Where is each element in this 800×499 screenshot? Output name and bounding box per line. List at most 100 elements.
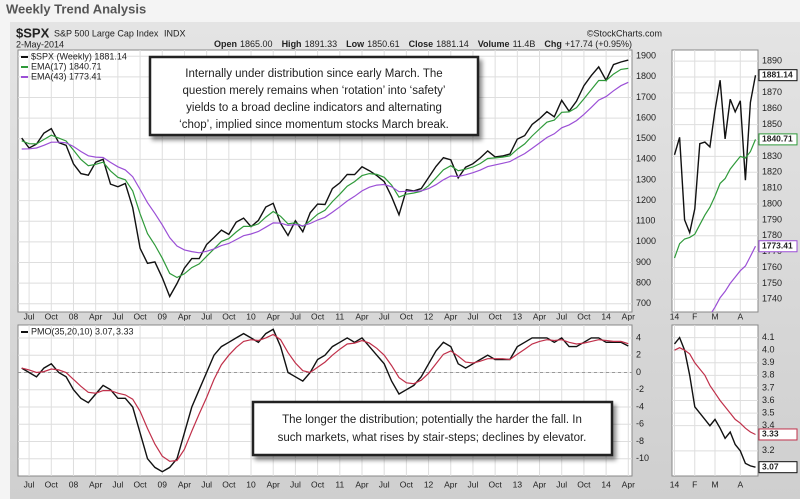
- x-tick-label: Jul: [112, 311, 123, 321]
- x-tick-label: 14: [601, 311, 611, 321]
- x-tick-label: 14: [601, 479, 611, 489]
- x-tick-label: Apr: [178, 479, 191, 489]
- x-tick-label: Jul: [201, 311, 212, 321]
- x-tick-label: Oct: [222, 479, 236, 489]
- x-tick-label: 10: [246, 311, 256, 321]
- index-name: S&P 500 Large Cap Index: [54, 28, 159, 38]
- x-tick-label: Oct: [311, 311, 325, 321]
- x-tick-label: A: [737, 311, 743, 321]
- x-tick-label: Apr: [355, 311, 368, 321]
- x-tick-label: Jul: [112, 479, 123, 489]
- x-tick-label: Jul: [556, 479, 567, 489]
- x-tick-label: 09: [158, 311, 168, 321]
- legend-label: 3.33: [116, 326, 134, 336]
- last-value-label: 3.07: [762, 461, 779, 471]
- legend-label: EMA(17) 1840.71: [31, 61, 102, 71]
- last-value-box: [758, 69, 798, 82]
- quote-label: High: [282, 39, 302, 49]
- legend-label: $SPX (Weekly) 1881.14: [31, 51, 127, 61]
- annotation-line: yields to a broad decline indicators and…: [186, 102, 442, 114]
- series-line: [21, 59, 629, 299]
- y-tick-label: 1860: [762, 103, 782, 113]
- date: 2-May-2014: [16, 39, 64, 49]
- x-tick-label: A: [737, 479, 743, 489]
- panel: 1740175017601770178017901800181018201830…: [670, 49, 798, 321]
- annotation-line: question merely remains when ‘rotation’ …: [183, 85, 446, 97]
- x-tick-label: 09: [158, 479, 168, 489]
- y-tick-label: 4: [636, 332, 641, 342]
- x-tick-label: Jul: [468, 479, 479, 489]
- legend-label: EMA(43) 1773.41: [31, 71, 102, 81]
- quote-value: 1865.00: [240, 39, 273, 49]
- annotation-box: [251, 400, 614, 457]
- x-tick-label: Oct: [45, 311, 59, 321]
- last-value-box: [758, 428, 798, 441]
- y-tick-label: 700: [636, 298, 651, 308]
- x-tick-label: Jul: [556, 311, 567, 321]
- y-tick-label: 1850: [762, 119, 782, 129]
- annotation-line: ‘chop’, implied since momentum stocks Ma…: [179, 119, 449, 131]
- legend-label: PMO(35,20,10) 3.07,: [31, 326, 115, 336]
- x-tick-label: 12: [424, 311, 434, 321]
- y-tick-label: 3.6: [762, 395, 775, 405]
- series-line: [673, 139, 757, 259]
- annotations: Internally under distribution since earl…: [148, 55, 614, 457]
- last-value-box: [758, 461, 798, 474]
- x-tick-label: Jul: [468, 311, 479, 321]
- x-tick-label: Apr: [533, 479, 546, 489]
- x-tick-label: M: [711, 311, 718, 321]
- y-tick-label: 900: [636, 257, 651, 267]
- x-tick-label: Apr: [89, 311, 102, 321]
- y-tick-label: 1200: [636, 195, 656, 205]
- x-tick-label: 11: [335, 479, 344, 489]
- quote-label: Low: [346, 39, 365, 49]
- quote-row: Open 1865.00 High 1891.33 Low 1850.61 Close 188…: [214, 39, 632, 49]
- x-tick-label: Oct: [45, 479, 59, 489]
- series-line: [673, 75, 757, 235]
- x-tick-label: Apr: [267, 311, 280, 321]
- x-tick-label: 13: [513, 311, 523, 321]
- y-tick-label: 1500: [636, 133, 656, 143]
- y-tick-label: -4: [636, 401, 644, 411]
- x-tick-label: M: [711, 479, 718, 489]
- x-tick-label: Jul: [24, 311, 35, 321]
- y-tick-label: 1700: [636, 92, 656, 102]
- x-tick-label: Jul: [290, 311, 301, 321]
- y-tick-label: -8: [636, 436, 644, 446]
- x-tick-label: Jul: [290, 479, 301, 489]
- x-tick-label: 14: [670, 311, 680, 321]
- x-tick-label: Jul: [201, 479, 212, 489]
- x-tick-label: Apr: [267, 479, 280, 489]
- y-tick-label: 4.1: [762, 332, 775, 342]
- quote-value: 11.4B: [513, 39, 536, 49]
- y-tick-label: 0: [636, 367, 641, 377]
- quote-label: Close: [409, 39, 434, 49]
- x-tick-label: Apr: [533, 311, 546, 321]
- x-tick-label: F: [692, 311, 697, 321]
- y-tick-label: -10: [636, 453, 649, 463]
- quote-value: 1891.33: [305, 39, 338, 49]
- y-tick-label: 1750: [762, 278, 782, 288]
- x-tick-label: Apr: [89, 479, 102, 489]
- last-value-box: [758, 240, 798, 253]
- annotation-line: such markets, what rises by stair-steps;…: [278, 432, 587, 444]
- y-tick-label: 3.5: [762, 407, 775, 417]
- y-tick-label: 1760: [762, 262, 782, 272]
- y-tick-label: 3.2: [762, 445, 775, 455]
- x-tick-label: Jul: [24, 479, 35, 489]
- x-tick-label: Jul: [379, 479, 390, 489]
- y-tick-label: 2: [636, 350, 641, 360]
- last-value-label: 3.33: [762, 429, 779, 439]
- x-tick-label: Oct: [133, 479, 147, 489]
- series-line: [21, 328, 629, 473]
- quote-label: Volume: [478, 39, 510, 49]
- panel: 3.2 3.4 3.5 3.6 3.7 3.8 3.9 4.0 4.1 14 F M A 3.07 3.33: [670, 324, 798, 489]
- y-tick-label: 3.9: [762, 357, 775, 367]
- series-line: [673, 336, 756, 468]
- y-tick-label: 1100: [636, 216, 655, 226]
- page-title: Weekly Trend Analysis: [6, 1, 146, 16]
- y-tick-label: 1830: [762, 151, 782, 161]
- x-tick-label: 14: [670, 479, 680, 489]
- x-tick-label: Apr: [444, 479, 457, 489]
- x-tick-label: Oct: [222, 311, 236, 321]
